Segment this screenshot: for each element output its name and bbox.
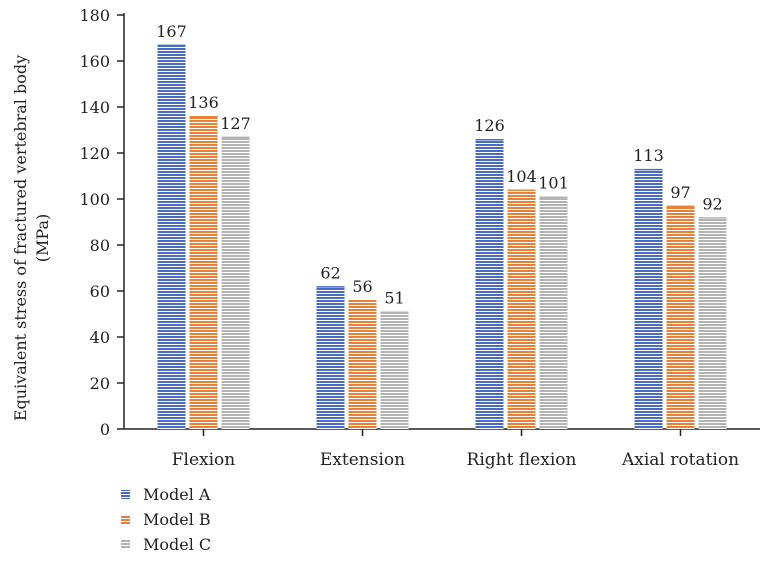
legend-swatch-model-a	[121, 490, 130, 499]
y-tick-label: 100	[79, 190, 110, 209]
y-tick-label: 160	[79, 52, 110, 71]
data-label-model-c-flexion: 127	[220, 114, 251, 133]
bar-model-b-right-flexion	[507, 189, 536, 429]
bars-group	[157, 44, 727, 430]
y-tick-label: 120	[79, 144, 110, 163]
bar-model-a-extension	[316, 286, 345, 429]
bar-model-b-axial-rotation	[666, 205, 695, 429]
bar-model-b-flexion	[189, 116, 218, 429]
bar-model-a-right-flexion	[475, 139, 504, 429]
y-tick-label: 40	[90, 328, 110, 347]
data-label-model-b-axial-rotation: 97	[670, 183, 690, 202]
data-label-model-c-axial-rotation: 92	[702, 194, 722, 213]
data-label-model-a-flexion: 167	[156, 22, 187, 41]
y-tick-label: 0	[100, 420, 110, 439]
y-tick-label: 20	[90, 374, 110, 393]
y-tick-label: 60	[90, 282, 110, 301]
bar-model-b-extension	[348, 300, 377, 429]
data-label-model-a-right-flexion: 126	[474, 116, 505, 135]
x-tick-label-axial-rotation: Axial rotation	[621, 450, 739, 470]
y-axis: 0 20 40 60 80 100 120 140 160 180	[79, 6, 125, 439]
legend: Model A Model B Model C	[121, 485, 211, 554]
x-tick-label-extension: Extension	[320, 450, 405, 470]
y-tick-label: 180	[79, 6, 110, 25]
x-axis: Flexion Extension Right flexion Axial rotat…	[124, 428, 760, 470]
bar-model-c-axial-rotation	[698, 217, 727, 429]
legend-swatch-model-c	[121, 540, 130, 549]
bar-model-c-right-flexion	[539, 196, 568, 429]
bar-model-c-flexion	[221, 136, 250, 429]
x-tick-label-right-flexion: Right flexion	[467, 450, 577, 470]
legend-swatch-model-b	[121, 515, 130, 524]
data-label-model-b-flexion: 136	[188, 93, 219, 112]
bar-model-c-extension	[380, 311, 409, 429]
legend-label-model-c: Model C	[143, 535, 211, 554]
legend-label-model-b: Model B	[143, 510, 211, 529]
y-tick-label: 80	[90, 236, 110, 255]
x-tick-label-flexion: Flexion	[172, 450, 236, 470]
data-label-model-a-extension: 62	[320, 263, 340, 282]
data-label-model-b-extension: 56	[352, 277, 372, 296]
data-label-model-a-axial-rotation: 113	[633, 146, 664, 165]
y-tick-label: 140	[79, 98, 110, 117]
bar-model-a-flexion	[157, 44, 186, 430]
data-label-model-c-right-flexion: 101	[538, 174, 569, 193]
y-axis-title-line-1: Equivalent stress of fractured vertebral…	[11, 55, 30, 421]
data-label-model-c-extension: 51	[384, 289, 404, 308]
y-axis-title-line-2: (MPa)	[33, 214, 52, 262]
data-label-model-b-right-flexion: 104	[506, 167, 537, 186]
bar-model-a-axial-rotation	[634, 169, 663, 429]
legend-label-model-a: Model A	[143, 485, 211, 504]
